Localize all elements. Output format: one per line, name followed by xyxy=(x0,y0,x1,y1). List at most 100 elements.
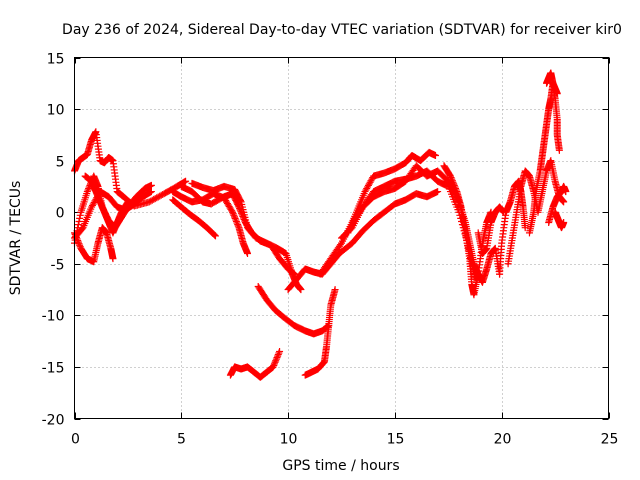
data-point xyxy=(274,352,282,360)
series-arc-21 xyxy=(543,69,563,154)
series-arc-14 xyxy=(344,148,439,237)
data-point xyxy=(145,198,153,206)
data-point xyxy=(147,188,155,196)
data-point xyxy=(274,351,282,359)
chart-title: Day 236 of 2024, Sidereal Day-to-day VTE… xyxy=(62,22,622,38)
y-tick-label: 0 xyxy=(56,206,65,222)
x-tick-label: 10 xyxy=(280,432,298,448)
data-point xyxy=(235,203,243,211)
plot-frame xyxy=(74,57,609,419)
data-point xyxy=(236,205,244,213)
data-point xyxy=(331,286,339,294)
data-point xyxy=(239,212,247,220)
data-point xyxy=(291,270,299,278)
y-tick-label: 15 xyxy=(47,52,65,68)
data-marks xyxy=(71,69,570,381)
data-point xyxy=(83,188,91,196)
data-point xyxy=(364,181,372,189)
data-point xyxy=(500,208,508,216)
data-point xyxy=(238,209,246,217)
data-point xyxy=(449,178,457,186)
data-point xyxy=(85,184,93,192)
data-point xyxy=(75,217,83,225)
data-point xyxy=(157,191,165,199)
data-point xyxy=(229,208,237,216)
data-point xyxy=(88,203,96,211)
data-point xyxy=(234,221,242,229)
data-point xyxy=(272,357,280,365)
data-point xyxy=(240,215,248,223)
data-point xyxy=(236,206,244,214)
data-point xyxy=(211,232,219,240)
data-point xyxy=(76,214,84,222)
data-point xyxy=(147,197,155,205)
data-point xyxy=(319,359,327,367)
data-point xyxy=(273,354,281,362)
data-point xyxy=(431,151,439,159)
series-arc-22 xyxy=(551,208,568,232)
data-point xyxy=(448,175,456,183)
tick-labels: 0 5 10 15 20 25 -20 -15 -10 -5 0 5 10 15 xyxy=(42,52,619,448)
data-point xyxy=(297,286,305,294)
data-point xyxy=(560,198,568,206)
data-point xyxy=(237,208,245,216)
data-point xyxy=(228,207,236,215)
data-point xyxy=(271,358,279,366)
data-point xyxy=(562,188,570,196)
series-arc-9 xyxy=(226,347,284,381)
data-point xyxy=(150,195,158,203)
data-point xyxy=(154,193,162,201)
data-point xyxy=(275,349,283,357)
y-tick-label: -10 xyxy=(42,309,65,325)
data-point xyxy=(239,214,247,222)
y-tick-label: -20 xyxy=(42,413,65,429)
data-point xyxy=(270,360,278,368)
data-point xyxy=(362,186,370,194)
data-point xyxy=(450,180,458,188)
series-arc-23 xyxy=(81,172,132,237)
y-tick-label: -5 xyxy=(51,258,65,274)
data-point xyxy=(151,195,159,203)
data-point xyxy=(272,355,280,363)
data-point xyxy=(448,177,456,185)
data-point xyxy=(88,202,96,210)
x-tick-label: 20 xyxy=(494,432,512,448)
data-point xyxy=(447,174,455,182)
x-tick-label: 0 xyxy=(71,432,80,448)
data-point xyxy=(84,186,92,194)
data-point xyxy=(450,181,458,189)
data-point xyxy=(210,230,218,238)
data-point xyxy=(232,217,240,225)
data-point xyxy=(361,188,369,196)
data-point xyxy=(434,188,442,196)
data-point xyxy=(234,222,242,230)
data-point xyxy=(560,219,568,227)
series-arc-24 xyxy=(474,203,508,257)
data-point xyxy=(229,210,237,218)
data-point xyxy=(238,211,246,219)
data-point xyxy=(76,211,84,219)
data-point xyxy=(276,347,284,355)
data-point xyxy=(182,177,190,185)
x-axis-title: GPS time / hours xyxy=(282,458,399,474)
data-point xyxy=(109,255,117,263)
data-point xyxy=(74,221,82,229)
data-point xyxy=(76,241,84,249)
data-point xyxy=(363,184,371,192)
series-arc-10 xyxy=(254,282,333,338)
data-point xyxy=(367,177,375,185)
x-tick-label: 25 xyxy=(601,432,619,448)
data-point xyxy=(452,186,460,194)
data-point xyxy=(521,224,529,232)
data-point xyxy=(89,200,97,208)
data-point xyxy=(124,198,132,206)
data-point xyxy=(123,199,131,207)
y-axis-title: SDTVAR / TECUs xyxy=(8,181,24,296)
data-point xyxy=(78,225,86,233)
series-arc-20 xyxy=(545,182,570,227)
data-point xyxy=(366,178,374,186)
series-arc-11 xyxy=(301,286,339,379)
data-point xyxy=(156,192,164,200)
data-point xyxy=(148,196,156,204)
data-point xyxy=(230,211,238,219)
